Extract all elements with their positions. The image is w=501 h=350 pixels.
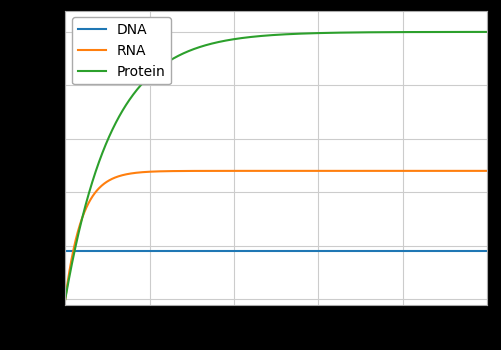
RNA xyxy=(398,169,404,173)
Line: RNA: RNA xyxy=(65,171,486,299)
Protein xyxy=(105,136,111,141)
DNA xyxy=(232,249,238,253)
Protein xyxy=(247,35,254,39)
RNA xyxy=(351,169,357,173)
RNA xyxy=(62,297,68,301)
Legend: DNA, RNA, Protein: DNA, RNA, Protein xyxy=(72,18,171,84)
Protein xyxy=(62,297,68,301)
Line: Protein: Protein xyxy=(65,32,486,299)
Protein xyxy=(390,30,396,34)
Protein xyxy=(232,37,238,41)
RNA xyxy=(232,169,238,173)
Protein xyxy=(398,30,404,34)
DNA xyxy=(105,249,111,253)
DNA xyxy=(247,249,254,253)
DNA xyxy=(351,249,357,253)
RNA xyxy=(247,169,254,173)
DNA xyxy=(390,249,396,253)
Protein xyxy=(351,30,357,35)
DNA xyxy=(483,249,489,253)
Protein xyxy=(483,30,489,34)
RNA xyxy=(390,169,396,173)
RNA xyxy=(105,179,111,183)
DNA xyxy=(398,249,404,253)
RNA xyxy=(483,169,489,173)
DNA xyxy=(62,249,68,253)
